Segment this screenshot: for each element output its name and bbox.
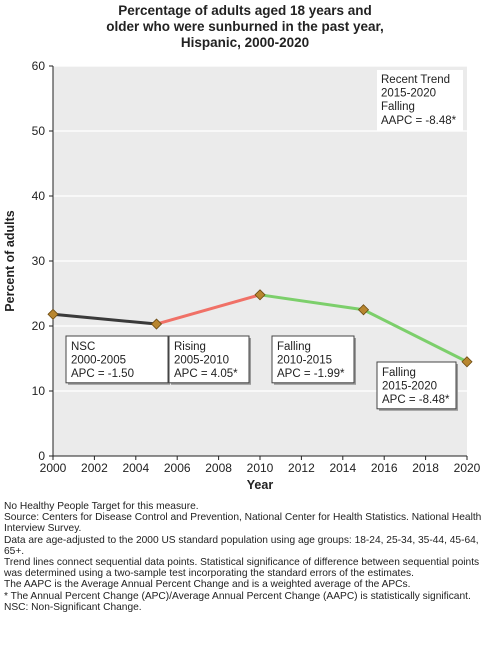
trend-segment	[155, 293, 262, 326]
data-point-marker	[254, 289, 266, 301]
footnotes: No Healthy People Target for this measur…	[4, 501, 491, 613]
trend-annotation-text: NSC	[71, 341, 95, 353]
data-point-marker	[150, 318, 163, 330]
trend-annotation-text: 2000-2005	[71, 355, 126, 367]
y-tick-label: 0	[38, 449, 45, 463]
footnote-target: No Healthy People Target for this measur…	[4, 501, 199, 512]
trend-segment	[258, 293, 365, 312]
recent-trend-text: Falling	[381, 101, 415, 113]
chart: 0 10 20 30 40 50 60 2000 2002 2004 2006 2008 2010 201…	[3, 3, 481, 492]
recent-trend-text: AAPC = -8.48*	[381, 115, 457, 127]
x-tick-label: 2008	[205, 461, 232, 475]
x-tick-label: 2012	[288, 461, 315, 475]
footnote-trend-lines: Trend lines connect sequential data poin…	[4, 557, 480, 580]
x-tick-label: 2006	[164, 461, 191, 475]
trend-annotation-text: 2015-2020	[382, 381, 437, 393]
data-point-marker	[47, 308, 59, 320]
x-tick-label: 2014	[329, 461, 356, 475]
trend-annotation-text: Rising	[174, 341, 206, 353]
trend-annotation-text: APC = 4.05*	[174, 368, 238, 380]
y-tick-label: 60	[32, 59, 46, 73]
chart-title-line: Percentage of adults aged 18 years and	[118, 3, 372, 18]
footnote-aapc-definition: The AAPC is the Average Annual Percent C…	[4, 579, 411, 591]
y-tick-label: 30	[32, 254, 46, 268]
y-tick-label: 40	[32, 189, 46, 203]
x-tick-label: 2002	[81, 461, 108, 475]
data-point-marker	[357, 304, 370, 316]
chart-title-line: Hispanic, 2000-2020	[181, 35, 309, 50]
y-tick-label: 50	[32, 124, 46, 138]
trend-annotation	[65, 335, 169, 384]
recent-trend-text: 2015-2020	[381, 88, 436, 100]
y-tick-label: 10	[32, 384, 46, 398]
trend-annotation-text: APC = -1.99*	[277, 368, 345, 380]
trend-segment	[362, 308, 469, 364]
x-axis-label: Year	[247, 478, 274, 492]
trend-annotation	[271, 335, 355, 384]
chart-svg: 0 10 20 30 40 50 60 2000 2002 2004 2006 2008 2010 201…	[3, 3, 481, 492]
trend-annotation	[168, 335, 250, 384]
x-tick-label: 2000	[40, 461, 67, 475]
x-tick-label: 2020	[454, 461, 481, 475]
y-tick-label: 20	[32, 319, 46, 333]
y-axis-label: Percent of adults	[3, 210, 17, 311]
x-tick-label: 2018	[412, 461, 439, 475]
trend-annotation-text: Falling	[277, 341, 311, 353]
footnote-age-adjustment: Data are age-adjusted to the 2000 US sta…	[4, 534, 479, 557]
trend-annotation-text: 2005-2010	[174, 355, 229, 367]
x-tick-label: 2010	[247, 461, 274, 475]
data-point-marker	[461, 356, 473, 368]
footnote-source: Source: Centers for Disease Control and …	[4, 512, 482, 535]
trend-annotation-text: APC = -1.50	[71, 368, 134, 380]
chart-title-line: older who were sunburned in the past yea…	[106, 19, 384, 34]
x-tick-label: 2004	[122, 461, 149, 475]
trend-annotation-text: APC = -8.48*	[382, 394, 450, 406]
recent-trend-text: Recent Trend	[381, 74, 450, 86]
trend-annotation	[376, 361, 457, 410]
trend-segment	[51, 312, 158, 326]
x-tick-label: 2016	[371, 461, 398, 475]
footnote-nsc: NSC: Non-Significant Change.	[4, 601, 142, 613]
trend-annotation-text: 2010-2015	[277, 355, 332, 367]
footnote-significance: * The Annual Percent Change (APC)/Averag…	[4, 590, 471, 602]
trend-annotation-text: Falling	[382, 367, 416, 379]
recent-trend-box	[377, 70, 463, 131]
